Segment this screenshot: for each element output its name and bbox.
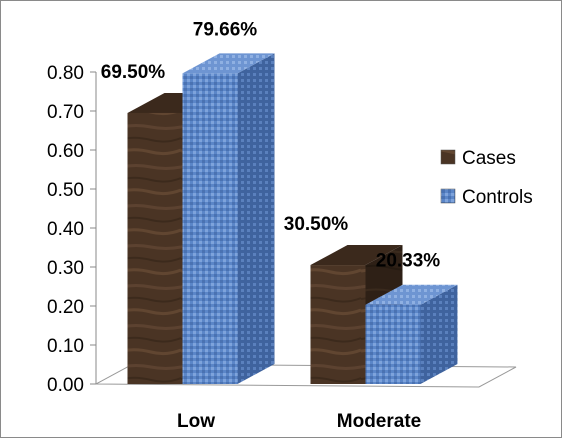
bar-top-face [310,245,403,266]
bar-side-face [420,284,458,384]
y-tick-label: 0.10 [47,336,84,357]
y-tick-label: 0.20 [47,297,84,318]
bar-controls-moderate [365,284,458,384]
data-label: 79.66% [193,19,258,40]
data-label: 30.50% [284,214,349,235]
bar-front-face [310,265,366,384]
bar-front-face [365,304,421,384]
data-label: 20.33% [376,251,441,272]
data-label: 69.50% [101,62,166,83]
legend-swatch-cases [440,149,456,165]
y-tick-label: 0.40 [47,219,84,240]
legend-swatch-controls [440,188,456,204]
y-tick-label: 0.70 [47,102,84,123]
bar-front-face [182,73,238,385]
axis-layer: 0.00 0.10 0.20 0.30 0.40 0.50 0.60 0.70 0.80 [47,63,97,396]
y-tick-label: 0.80 [47,63,84,84]
y-tick-label: 0.50 [47,180,84,201]
bar-top-face [365,284,458,305]
y-tick-label: 0.30 [47,258,84,279]
bars-layer [127,53,458,385]
legend-label-controls: Controls [462,187,533,208]
bar-controls-low [182,53,275,385]
y-tick-label: 0.00 [47,375,84,396]
legend: Cases Controls [440,148,533,208]
labels-layer: 69.50% 79.66% Low 30.50% 20.33% Moderate [101,19,441,432]
bar-side-face [237,53,275,385]
x-category-label: Low [177,411,215,432]
x-category-label: Moderate [337,411,421,432]
y-tick-label: 0.60 [47,141,84,162]
legend-label-cases: Cases [462,148,516,169]
bar-front-face [127,112,183,384]
bar-top-face [182,53,275,74]
